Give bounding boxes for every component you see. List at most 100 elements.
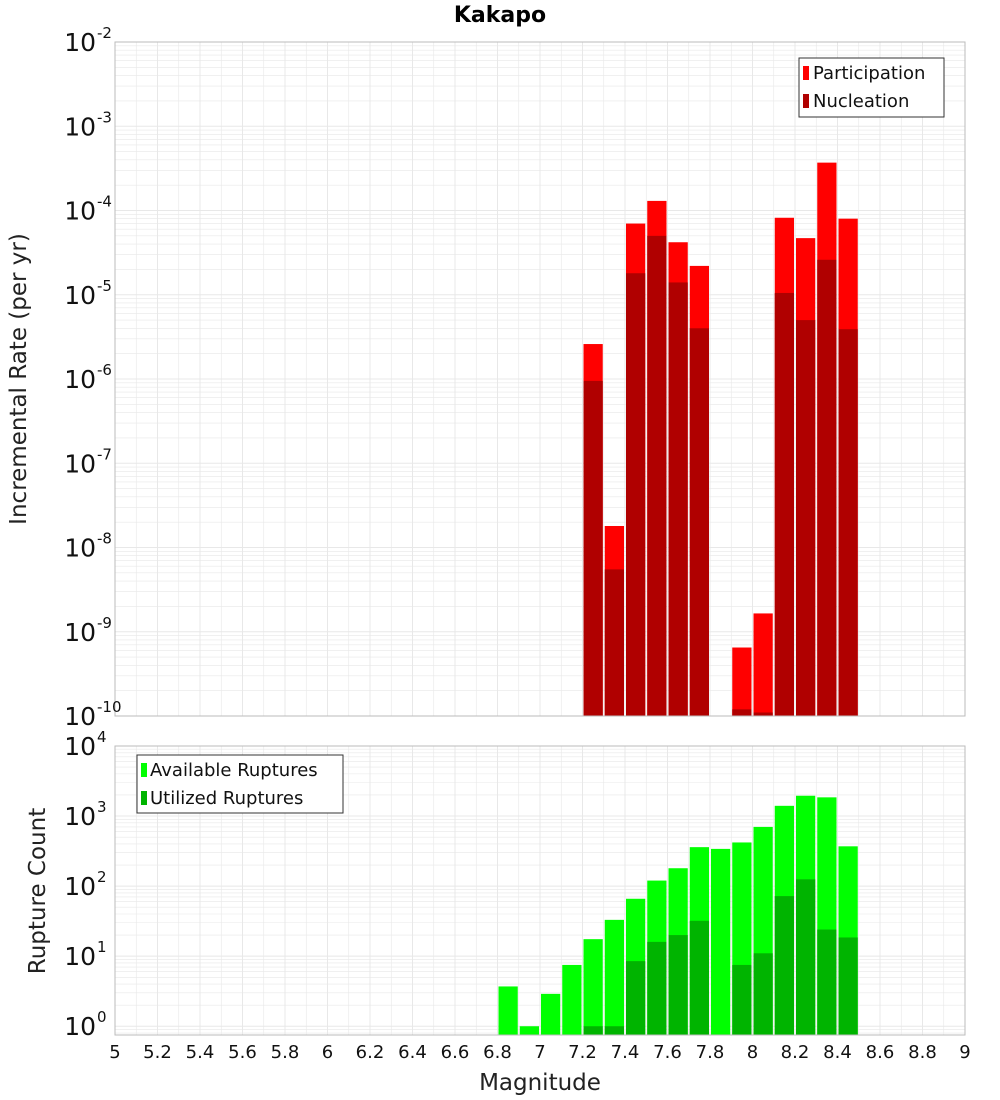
bar-utilized-ruptures: [668, 935, 688, 1035]
rate-y-tick: 10 -6: [64, 361, 112, 394]
count-y-tick: 10 4: [64, 728, 106, 761]
rate-y-tick-exponent: -3: [97, 108, 112, 126]
x-tick-label: 6.4: [398, 1042, 427, 1063]
bar-available-ruptures: [711, 848, 731, 1035]
rate-y-tick: 10 -10: [64, 698, 121, 731]
count-y-tick: 10 3: [64, 798, 106, 831]
bar-participation: [732, 647, 752, 716]
bar-utilized-ruptures: [647, 941, 667, 1035]
x-tick-label: 7.6: [653, 1042, 682, 1063]
x-tick-label: 5.2: [143, 1042, 172, 1063]
count-y-tick: 10 0: [64, 1008, 106, 1041]
bar-nucleation: [689, 328, 709, 716]
bar-utilized-ruptures: [626, 961, 646, 1035]
bar-available-ruptures: [541, 993, 561, 1035]
rate-y-tick: 10 -9: [64, 614, 112, 647]
rate-y-tick-exponent: -2: [97, 24, 112, 42]
count-y-tick-base: 10: [64, 942, 96, 971]
x-ticks: 5 5.2 5.4 5.6 5.8 6 6.2 6.4 6.6 6.8 7 7.2 7.4 7.6 7.8 8…: [109, 1042, 970, 1063]
bar-nucleation: [817, 259, 837, 716]
x-tick-label: 7: [534, 1042, 545, 1063]
bar-participation: [753, 613, 773, 716]
rate-y-tick-base: 10: [64, 618, 96, 647]
x-tick-label: 6.8: [483, 1042, 512, 1063]
rate-plot-frame: [114, 41, 966, 717]
chart-title: Kakapo: [454, 3, 546, 28]
bar-utilized-ruptures: [838, 937, 858, 1035]
x-tick-label: 8.2: [781, 1042, 810, 1063]
bar-utilized-ruptures: [604, 1026, 624, 1035]
x-tick-label: 9: [959, 1042, 970, 1063]
x-axis-label: Magnitude: [479, 1070, 601, 1096]
rate-y-tick-base: 10: [64, 534, 96, 563]
x-tick-label: 5: [109, 1042, 120, 1063]
rate-y-tick: 10 -3: [64, 108, 112, 141]
count-y-axis-label: Rupture Count: [25, 808, 51, 974]
rate-y-tick: 10 -4: [64, 193, 112, 226]
bar-nucleation: [583, 380, 603, 716]
x-tick-label: 8.8: [908, 1042, 937, 1063]
bar-nucleation: [604, 569, 624, 716]
count-y-tick: 10 1: [64, 938, 106, 971]
count-y-tick-base: 10: [64, 802, 96, 831]
bar-utilized-ruptures: [583, 1026, 603, 1035]
x-tick-label: 5.6: [228, 1042, 257, 1063]
rate-y-tick-base: 10: [64, 702, 96, 731]
rate-gridlines: [114, 42, 966, 717]
bar-nucleation: [647, 235, 667, 717]
rate-y-tick-base: 10: [64, 365, 96, 394]
x-tick-label: 7.8: [696, 1042, 725, 1063]
rate-legend: Participation Nucleation: [798, 57, 945, 118]
rate-bars: [583, 162, 858, 717]
count-legend-box: [136, 754, 344, 814]
rate-y-tick-base: 10: [64, 449, 96, 478]
bar-available-ruptures: [519, 1026, 539, 1035]
count-y-tick-base: 10: [64, 1012, 96, 1041]
legend-swatch-nucleation: [803, 94, 809, 108]
rate-y-tick-base: 10: [64, 281, 96, 310]
rate-y-tick-base: 10: [64, 197, 96, 226]
bar-available-ruptures: [583, 939, 603, 1035]
rate-y-axis-label: Incremental Rate (per yr): [6, 233, 32, 525]
count-y-tick-base: 10: [64, 732, 96, 761]
count-y-tick-exponent: 2: [97, 868, 107, 886]
bar-utilized-ruptures: [753, 953, 773, 1035]
rate-y-tick-exponent: -8: [97, 530, 112, 548]
bar-available-ruptures: [604, 919, 624, 1035]
legend-label-available: Available Ruptures: [150, 760, 318, 781]
count-y-tick-exponent: 1: [97, 938, 107, 956]
count-y-tick-exponent: 4: [97, 728, 107, 746]
x-tick-label: 6.6: [441, 1042, 470, 1063]
rate-y-tick: 10 -7: [64, 445, 112, 478]
rate-y-tick: 10 -8: [64, 530, 112, 563]
count-plot-frame: [114, 745, 966, 1036]
bar-available-ruptures: [498, 986, 518, 1035]
rate-y-tick-base: 10: [64, 112, 96, 141]
count-y-tick: 10 2: [64, 868, 106, 901]
rate-y-tick: 10 -5: [64, 277, 112, 310]
rate-y-tick-exponent: -4: [97, 193, 112, 211]
bar-available-ruptures: [562, 964, 582, 1035]
legend-swatch-utilized: [141, 791, 147, 805]
x-tick-label: 5.4: [186, 1042, 215, 1063]
legend-swatch-participation: [803, 66, 809, 80]
x-tick-label: 7.4: [611, 1042, 640, 1063]
count-y-tick-exponent: 3: [97, 798, 107, 816]
legend-label-nucleation: Nucleation: [813, 91, 909, 112]
count-bars: [498, 795, 858, 1035]
rate-plot: 10-210-310-410-510-610-710-810-910-10 In…: [6, 24, 966, 731]
x-tick-label: 6: [322, 1042, 333, 1063]
bar-utilized-ruptures: [796, 879, 816, 1035]
legend-label-utilized: Utilized Ruptures: [150, 788, 303, 809]
x-tick-label: 8.4: [823, 1042, 852, 1063]
count-y-tick-exponent: 0: [97, 1008, 107, 1026]
bar-utilized-ruptures: [689, 920, 709, 1035]
rate-y-tick-exponent: -7: [97, 445, 112, 463]
rate-y-tick-base: 10: [64, 28, 96, 57]
bar-nucleation: [838, 329, 858, 716]
x-tick-label: 7.2: [568, 1042, 597, 1063]
bar-nucleation: [753, 712, 773, 716]
rate-y-tick-exponent: -6: [97, 361, 112, 379]
